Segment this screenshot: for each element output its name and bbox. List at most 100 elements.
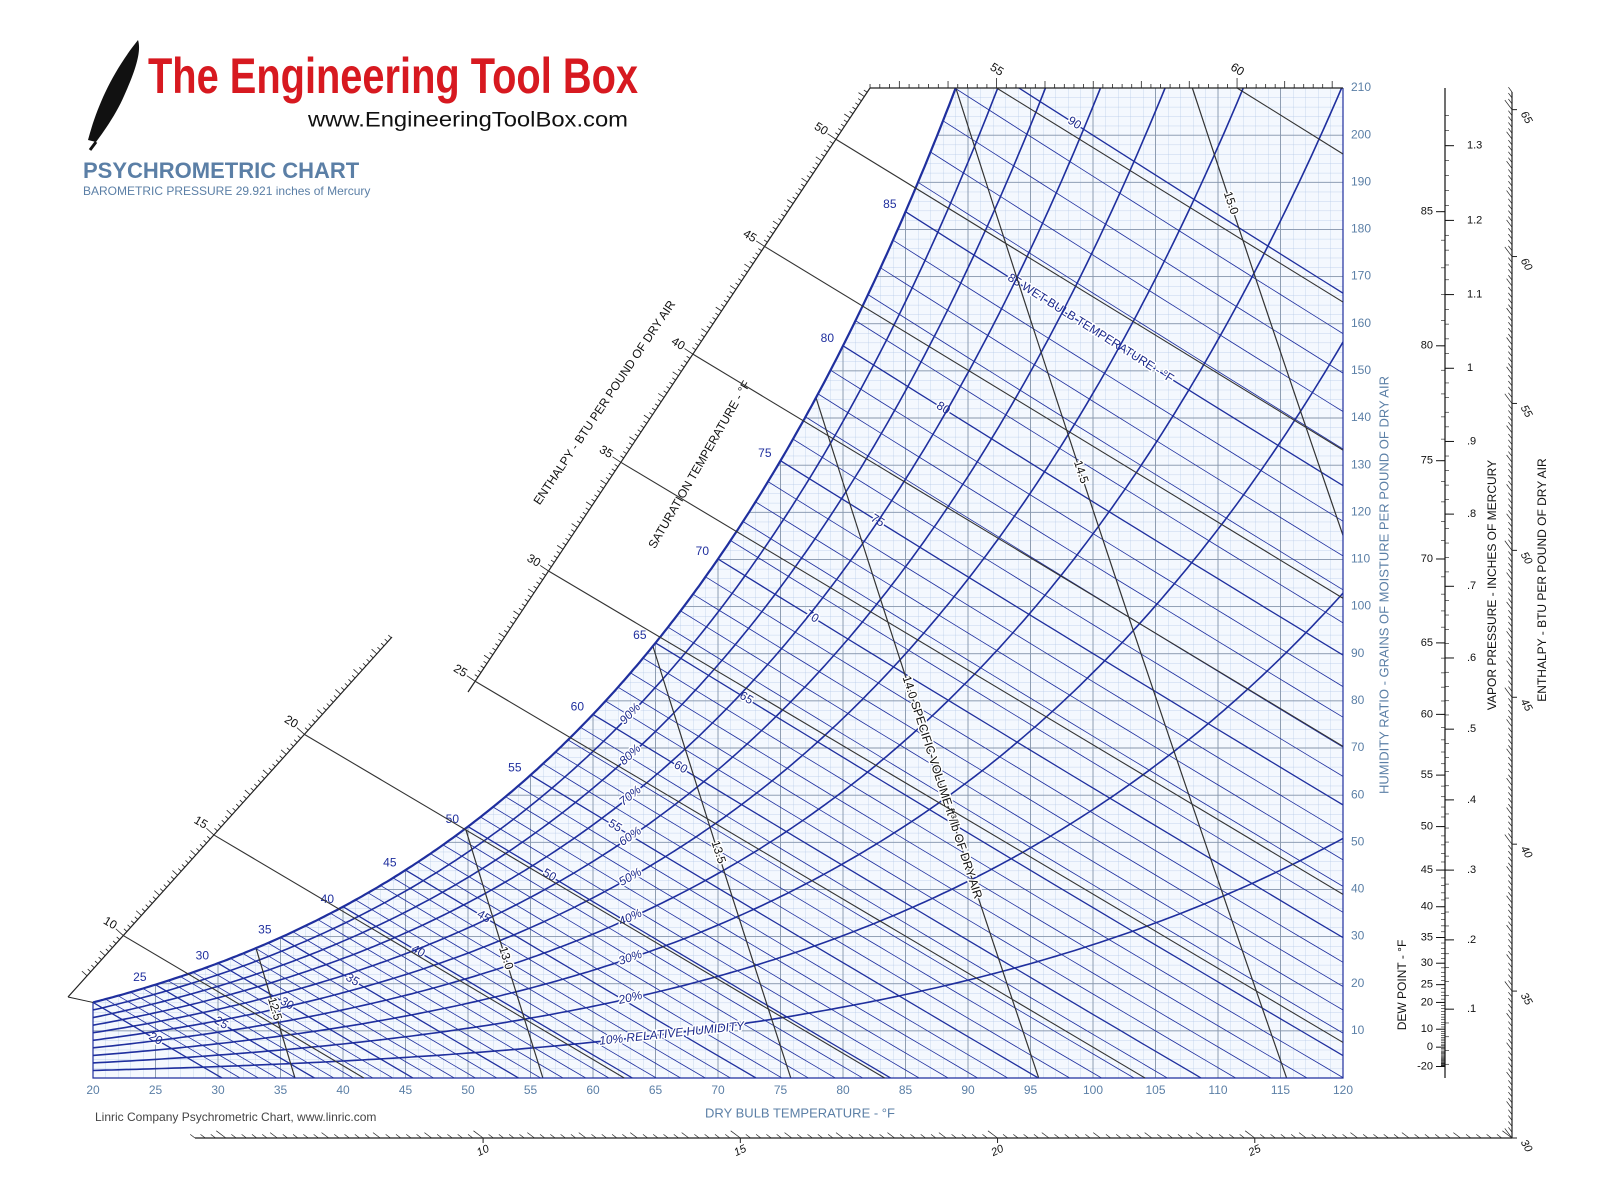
specific-volume-line	[93, 88, 1288, 1078]
vapor-pressure-label: .1	[1467, 1003, 1476, 1015]
enthalpy-minor-tick	[553, 555, 558, 559]
enthalpy-minor-tick	[489, 652, 494, 656]
enthalpy-minor-tick	[766, 235, 771, 239]
enthalpy-minor-tick	[279, 755, 283, 759]
enthalpy-minor-tick	[257, 779, 262, 783]
enthalpy-minor-tick	[740, 273, 745, 277]
right-enthalpy-minor-tick	[1508, 410, 1513, 416]
bottom-enthalpy-minor-tick	[550, 1134, 556, 1139]
enthalpy-minor-tick	[317, 709, 323, 715]
saturation-label: 50	[446, 812, 460, 826]
enthalpy-minor-tick	[849, 111, 854, 114]
enthalpy-minor-tick	[672, 377, 676, 381]
right-enthalpy-minor-tick	[1508, 157, 1513, 163]
enthalpy-label: 60	[1228, 60, 1247, 79]
vapor-pressure-label: .7	[1467, 580, 1476, 592]
right-enthalpy-minor-tick	[1508, 892, 1513, 898]
enthalpy-minor-tick	[827, 133, 837, 140]
right-enthalpy-minor-tick	[1508, 944, 1513, 951]
bottom-enthalpy-minor-tick	[663, 1134, 669, 1139]
enthalpy-minor-tick	[315, 715, 320, 719]
enthalpy-minor-tick	[322, 707, 327, 711]
dew-point-axis-label: DEW POINT - °F	[1395, 940, 1409, 1031]
wet-bulb-line	[93, 1001, 223, 1078]
enthalpy-minor-tick	[170, 876, 175, 880]
bottom-enthalpy-minor-tick	[1290, 1134, 1297, 1139]
right-enthalpy-minor-tick	[1508, 527, 1513, 533]
enthalpy-minor-tick	[348, 679, 352, 683]
bottom-enthalpy-minor-tick	[1280, 1134, 1286, 1139]
saturation-label: 25	[133, 970, 147, 984]
enthalpy-line	[692, 353, 1344, 747]
wet-bulb-line	[492, 806, 949, 1078]
right-enthalpy-minor-tick	[1506, 366, 1513, 375]
bottom-enthalpy-minor-tick	[899, 1134, 906, 1139]
plot-border	[92, 88, 1344, 1079]
bottom-enthalpy-minor-tick	[1414, 1134, 1420, 1139]
x-tick-label: 70	[711, 1083, 725, 1097]
enthalpy-minor-tick	[268, 767, 273, 771]
enthalpy-minor-tick	[199, 844, 204, 848]
right-enthalpy-minor-tick	[1508, 862, 1513, 868]
y-tick-label: 60	[1351, 787, 1365, 801]
right-enthalpy-minor-tick	[1508, 263, 1513, 269]
saturation-label: 70	[696, 544, 710, 558]
wet-bulb-line	[930, 151, 1343, 412]
saturation-label: 60	[571, 700, 585, 714]
bottom-enthalpy-minor-tick	[1195, 1132, 1204, 1139]
wet-bulb-line	[167, 980, 334, 1078]
enthalpy-label: 45	[741, 226, 760, 245]
bottom-enthalpy-minor-tick	[251, 1134, 257, 1139]
bottom-enthalpy-minor-tick	[1208, 1134, 1214, 1139]
enthalpy-minor-tick	[353, 669, 359, 675]
right-enthalpy-minor-tick	[1508, 974, 1513, 980]
right-enthalpy-minor-tick	[1508, 404, 1513, 410]
bottom-enthalpy-minor-tick	[436, 1134, 443, 1139]
enthalpy-minor-tick	[304, 727, 309, 731]
enthalpy-minor-tick	[109, 944, 113, 948]
right-enthalpy-minor-tick	[1508, 886, 1513, 892]
wet-bulb-line	[342, 906, 633, 1078]
wet-bulb-line	[530, 774, 1039, 1078]
enthalpy-minor-tick	[798, 188, 802, 191]
bottom-enthalpy-minor-tick	[1465, 1134, 1472, 1139]
enthalpy-minor-tick	[823, 149, 828, 153]
enthalpy-minor-tick	[643, 414, 650, 420]
vapor-pressure-label: 1.1	[1467, 288, 1482, 300]
right-enthalpy-minor-tick	[1508, 850, 1513, 857]
bottom-enthalpy-minor-tick	[1144, 1132, 1153, 1139]
right-enthalpy-minor-tick	[1508, 186, 1513, 193]
y-tick-label: 150	[1351, 363, 1371, 377]
bottom-enthalpy-minor-tick	[1157, 1134, 1163, 1139]
right-enthalpy-minor-tick	[1508, 298, 1513, 304]
enthalpy-minor-tick	[778, 218, 782, 222]
enthalpy-minor-tick	[579, 516, 584, 520]
wet-bulb-line	[942, 120, 1343, 374]
enthalpy-minor-tick	[275, 759, 280, 763]
enthalpy-minor-tick	[524, 599, 529, 602]
bottom-enthalpy-minor-tick	[642, 1134, 648, 1139]
bottom-enthalpy-minor-tick	[200, 1134, 206, 1139]
enthalpy-minor-tick	[152, 896, 157, 900]
right-enthalpy-minor-tick	[1508, 416, 1513, 422]
bottom-enthalpy-minor-tick	[982, 1134, 988, 1139]
enthalpy-minor-tick	[781, 213, 785, 217]
right-enthalpy-minor-tick	[1508, 445, 1513, 451]
bottom-enthalpy-minor-tick	[1105, 1134, 1111, 1139]
dew-point-label: 55	[1421, 769, 1433, 781]
right-enthalpy-minor-tick	[1506, 1013, 1513, 1021]
rh-curve	[93, 88, 1343, 1034]
enthalpy-label: 20	[282, 712, 301, 731]
enthalpy-minor-tick	[783, 209, 788, 213]
enthalpy-label: 50	[812, 119, 831, 138]
enthalpy-minor-tick	[758, 248, 762, 252]
bottom-enthalpy-minor-tick	[385, 1134, 391, 1139]
wet-bulb-line	[280, 936, 519, 1078]
enthalpy-minor-tick	[568, 533, 572, 537]
bottom-enthalpy-minor-tick	[1064, 1134, 1070, 1139]
bottom-enthalpy-minor-tick	[1260, 1134, 1266, 1139]
enthalpy-line	[620, 461, 1344, 895]
enthalpy-line	[1236, 87, 1344, 155]
right-enthalpy-minor-tick	[1508, 451, 1513, 457]
